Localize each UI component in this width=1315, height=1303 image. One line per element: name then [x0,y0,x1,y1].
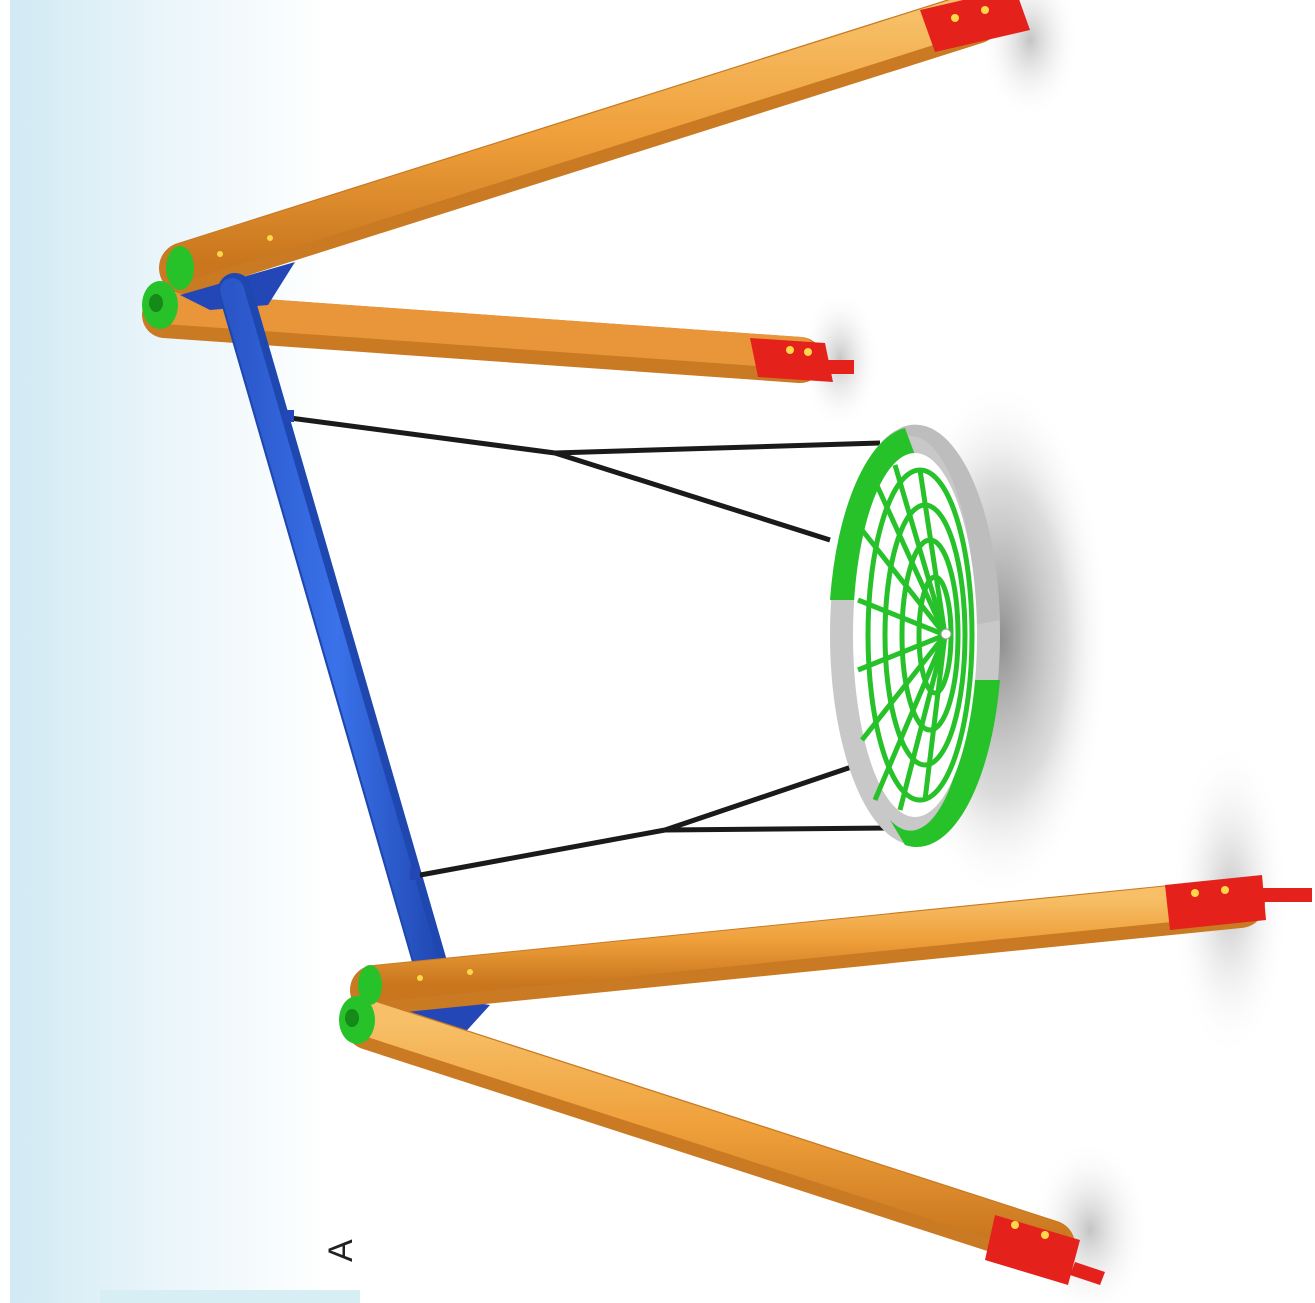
left-edge-band [0,0,10,1303]
leg-cap [166,246,194,290]
leg-bracket [1165,875,1266,930]
wooden-leg-top-front [159,0,1030,294]
nest-swing-seat [830,424,1000,848]
wooden-leg-top-back [142,292,854,383]
leg-cap [358,965,382,1005]
leg-bracket [750,338,833,382]
leg-bracket [920,0,1030,52]
logo-text: A [322,1237,360,1262]
seat-net [857,464,975,811]
wooden-leg-bottom-front [350,875,1312,1015]
leg-bracket [985,1215,1080,1285]
wooden-leg-bottom-back [345,1000,1105,1285]
blue-crossbeam [218,273,462,1032]
